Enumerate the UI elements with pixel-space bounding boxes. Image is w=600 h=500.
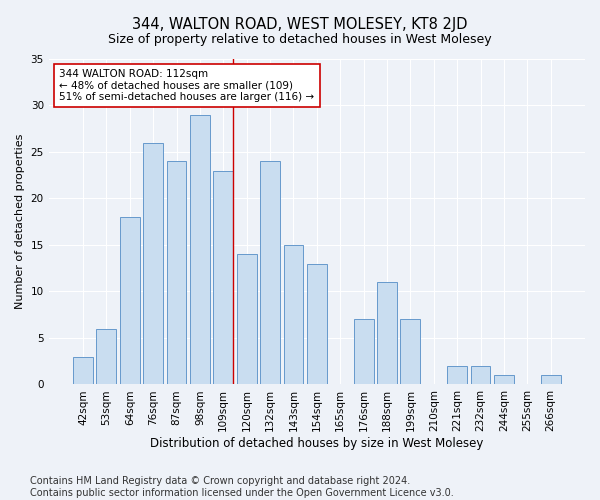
Text: 344, WALTON ROAD, WEST MOLESEY, KT8 2JD: 344, WALTON ROAD, WEST MOLESEY, KT8 2JD [132,18,468,32]
Bar [120,217,140,384]
Bar [447,366,467,384]
Y-axis label: Number of detached properties: Number of detached properties [15,134,25,310]
Text: 344 WALTON ROAD: 112sqm
← 48% of detached houses are smaller (109)
51% of semi-d: 344 WALTON ROAD: 112sqm ← 48% of detache… [59,69,314,102]
Text: Contains HM Land Registry data © Crown copyright and database right 2024.
Contai: Contains HM Land Registry data © Crown c… [30,476,454,498]
Bar [260,162,280,384]
Bar [307,264,327,384]
Bar [470,366,490,384]
Bar [237,254,257,384]
Bar [541,375,560,384]
Bar [494,375,514,384]
Bar [284,245,304,384]
Bar [400,320,421,384]
Bar [97,328,116,384]
Bar [377,282,397,384]
Bar [214,170,233,384]
Bar [353,320,374,384]
X-axis label: Distribution of detached houses by size in West Molesey: Distribution of detached houses by size … [150,437,484,450]
Bar [143,142,163,384]
Text: Size of property relative to detached houses in West Molesey: Size of property relative to detached ho… [108,32,492,46]
Bar [190,115,210,384]
Bar [73,356,93,384]
Bar [167,162,187,384]
